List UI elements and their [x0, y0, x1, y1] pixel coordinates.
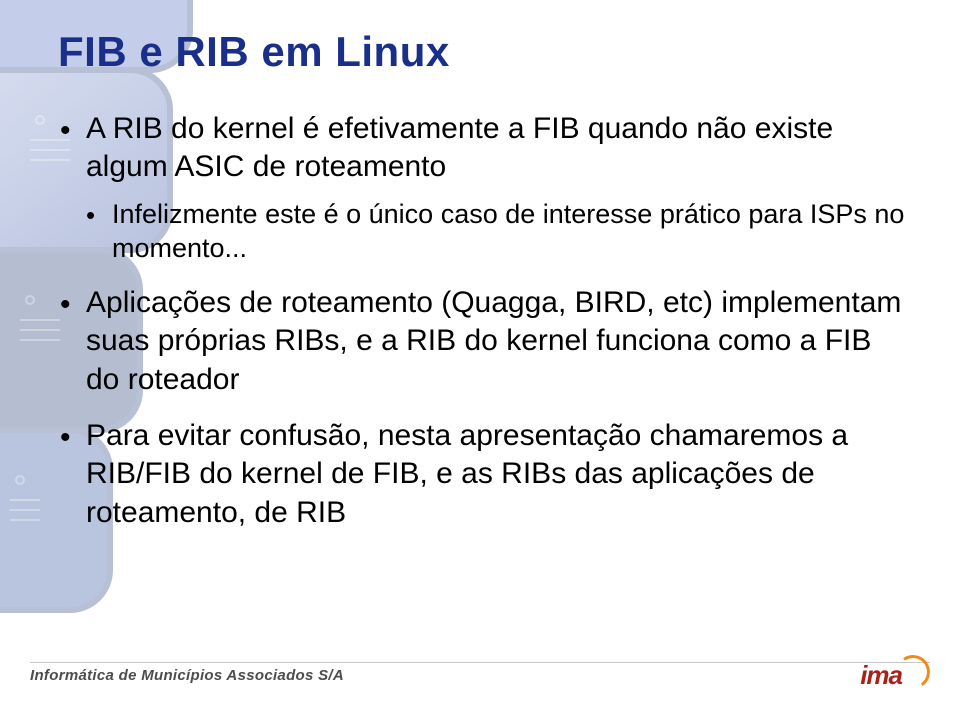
footer-company-name: Informática de Municípios Associados S/A: [30, 667, 344, 684]
slide-body: A RIB do kernel é efetivamente a FIB qua…: [60, 110, 905, 550]
slide: FIB e RIB em Linux A RIB do kernel é efe…: [0, 0, 960, 707]
sub-bullet-text: Infelizmente este é o único caso de inte…: [112, 199, 904, 264]
slide-title: FIB e RIB em Linux: [58, 28, 450, 76]
footer-logo: ima: [860, 660, 930, 691]
bullet-text: Aplicações de roteamento (Quagga, BIRD, …: [86, 286, 901, 396]
bullet-item: Para evitar confusão, nesta apresentação…: [60, 417, 905, 532]
bullet-text: A RIB do kernel é efetivamente a FIB qua…: [86, 112, 833, 183]
footer-bar: Informática de Municípios Associados S/A…: [0, 649, 960, 707]
bullet-item: Aplicações de roteamento (Quagga, BIRD, …: [60, 284, 905, 399]
bullet-text: Para evitar confusão, nesta apresentação…: [86, 419, 848, 529]
bullet-item: A RIB do kernel é efetivamente a FIB qua…: [60, 110, 905, 266]
sub-bullet-item: Infelizmente este é o único caso de inte…: [86, 197, 905, 266]
